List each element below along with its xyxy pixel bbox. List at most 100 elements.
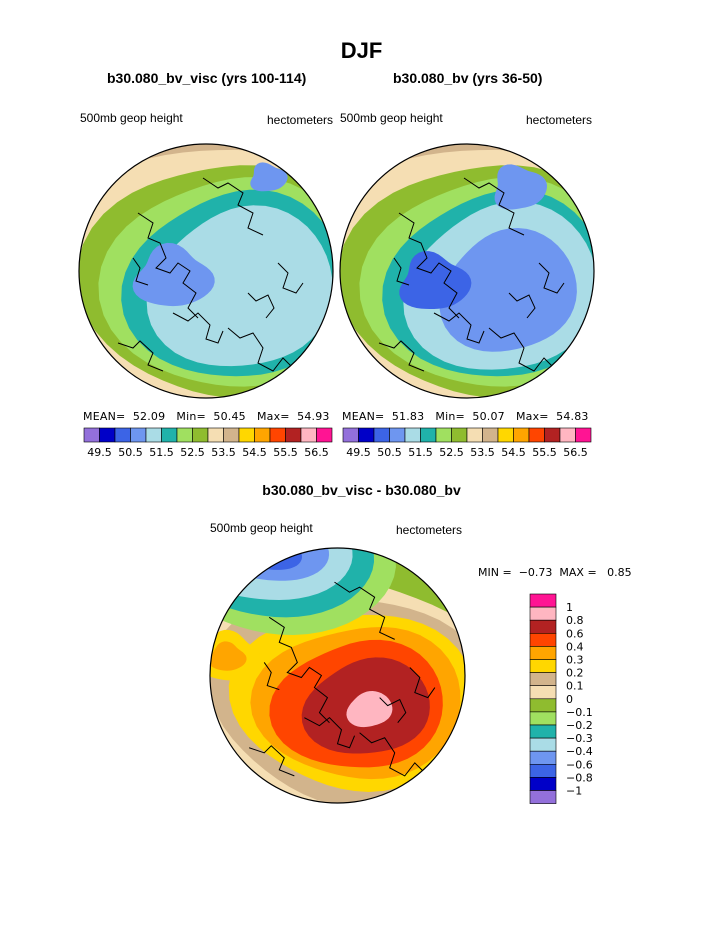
left-max-value: 54.93 <box>297 410 330 423</box>
right-coastline <box>393 257 410 286</box>
right-contour-cell <box>399 251 472 309</box>
diff-contour-band <box>346 691 393 728</box>
right-stats: MEAN= 51.83 Min= 50.07 Max= 54.83 <box>342 410 589 423</box>
left-colorbar-box <box>130 427 147 443</box>
left-colorbar-box <box>192 427 209 443</box>
diff-units-label: hectometers <box>396 523 463 537</box>
right-colorbar-box <box>497 427 514 443</box>
diff-colorbar-tick-label: 0.1 <box>566 680 584 693</box>
left-coastline <box>172 312 224 344</box>
right-colorbar-box <box>482 427 499 443</box>
right-case-title: b30.080_bv (yrs 36-50) <box>393 70 543 86</box>
right-colorbar-tick-label: 50.5 <box>377 446 402 459</box>
left-colorbar-tick-label: 54.5 <box>242 446 267 459</box>
right-min-value: 50.07 <box>472 410 505 423</box>
left-colorbar-box <box>207 427 224 443</box>
diff-polar-map <box>209 547 466 804</box>
left-colorbar-box <box>176 427 193 443</box>
left-colorbar-box <box>99 427 116 443</box>
right-coastline <box>463 177 525 236</box>
diff-colorbar-box <box>529 632 557 647</box>
right-colorbar-box <box>466 427 483 443</box>
right-coastline <box>508 292 536 319</box>
right-contour-band <box>439 228 577 352</box>
diff-colorbar-tick-label: 0.4 <box>566 640 584 653</box>
right-colorbar-tick-label: 55.5 <box>532 446 557 459</box>
left-coastline <box>202 177 264 236</box>
diff-colorbar-box <box>529 711 557 726</box>
left-stats: MEAN= 52.09 Min= 50.45 Max= 54.93 <box>83 410 330 423</box>
right-colorbar: 49.5 50.5 51.5 52.5 53.5 54.5 55.5 56.5 <box>342 427 592 459</box>
left-coastline <box>117 340 164 372</box>
left-colorbar-box <box>83 427 100 443</box>
right-coastline <box>538 262 565 294</box>
left-colorbar-box <box>114 427 131 443</box>
diff-colorbar-box <box>529 659 557 673</box>
diff-coastline <box>359 732 426 777</box>
diff-colorbar-tick-label: −0.6 <box>566 758 593 771</box>
left-colorbar-tick-label: 51.5 <box>149 446 174 459</box>
left-colorbar-box <box>238 427 255 443</box>
right-coastline-group <box>378 177 565 372</box>
left-polar-map <box>78 143 334 399</box>
right-colorbar-box <box>513 427 530 443</box>
diff-max-value: 0.85 <box>607 566 632 579</box>
left-units-label: hectometers <box>267 113 334 127</box>
right-coastline <box>378 340 425 372</box>
diff-colorbar-box <box>529 750 557 765</box>
diff-colorbar-tick-label: 1 <box>566 601 573 614</box>
right-colorbar-box <box>373 427 390 443</box>
diff-case-title: b30.080_bv_visc - b30.080_bv <box>262 482 461 498</box>
right-colorbar-tick-label: 53.5 <box>470 446 495 459</box>
right-units-label: hectometers <box>526 113 593 127</box>
right-colorbar-box <box>528 427 545 443</box>
diff-colorbar-box <box>529 672 557 686</box>
right-mean-label: MEAN= <box>342 410 385 423</box>
right-colorbar-box <box>389 427 406 443</box>
right-polar-map <box>339 143 595 399</box>
left-colorbar-box <box>145 427 162 443</box>
diff-coastline <box>334 581 395 640</box>
left-colorbar-box <box>161 427 178 443</box>
right-max-value: 54.83 <box>556 410 589 423</box>
right-map-border <box>339 143 595 399</box>
diff-colorbar-tick-label: −0.8 <box>566 771 593 784</box>
right-min-label: Min= <box>435 410 465 423</box>
right-colorbar-box <box>575 427 592 443</box>
right-colorbar-tick-label: 51.5 <box>408 446 433 459</box>
diff-map-border <box>209 547 466 804</box>
left-colorbar-box <box>300 427 317 443</box>
left-contour-band <box>146 205 333 367</box>
diff-colorbar-tick-label: 0.2 <box>566 667 584 680</box>
right-colorbar-box <box>544 427 561 443</box>
diff-colorbar-box <box>529 698 557 713</box>
right-colorbar-box <box>420 427 437 443</box>
diff-min-label: MIN = <box>478 566 512 579</box>
diff-colorbar-tick-label: 0.3 <box>566 654 584 667</box>
left-min-label: Min= <box>176 410 206 423</box>
diff-colorbar-box <box>529 777 557 791</box>
right-colorbar-tick-label: 54.5 <box>501 446 526 459</box>
left-coastline <box>277 262 304 294</box>
diff-coastline <box>304 716 356 749</box>
diff-colorbar-box <box>529 724 557 739</box>
diff-colorbar-tick-label: 0 <box>566 693 573 706</box>
diff-colorbar-tick-label: −0.3 <box>566 732 593 745</box>
left-colorbar-tick-label: 49.5 <box>87 446 112 459</box>
left-colorbar-tick-label: 56.5 <box>304 446 329 459</box>
left-colorbar-tick-label: 52.5 <box>180 446 205 459</box>
right-max-label: Max= <box>515 410 549 423</box>
left-max-label: Max= <box>256 410 290 423</box>
diff-coastline <box>263 662 280 691</box>
left-colorbar-tick-label: 53.5 <box>211 446 236 459</box>
diff-coastline <box>268 616 330 724</box>
left-colorbar-box <box>285 427 302 443</box>
diff-colorbar-tick-label: 0.8 <box>566 614 584 627</box>
diff-contour-cell <box>210 641 247 671</box>
right-contour-cell <box>494 164 547 210</box>
diff-contour-cell <box>255 548 303 570</box>
diff-coastline <box>248 745 295 777</box>
left-colorbar-box <box>316 427 333 443</box>
diff-coastline <box>379 697 407 723</box>
left-field-label: 500mb geop height <box>80 111 183 125</box>
